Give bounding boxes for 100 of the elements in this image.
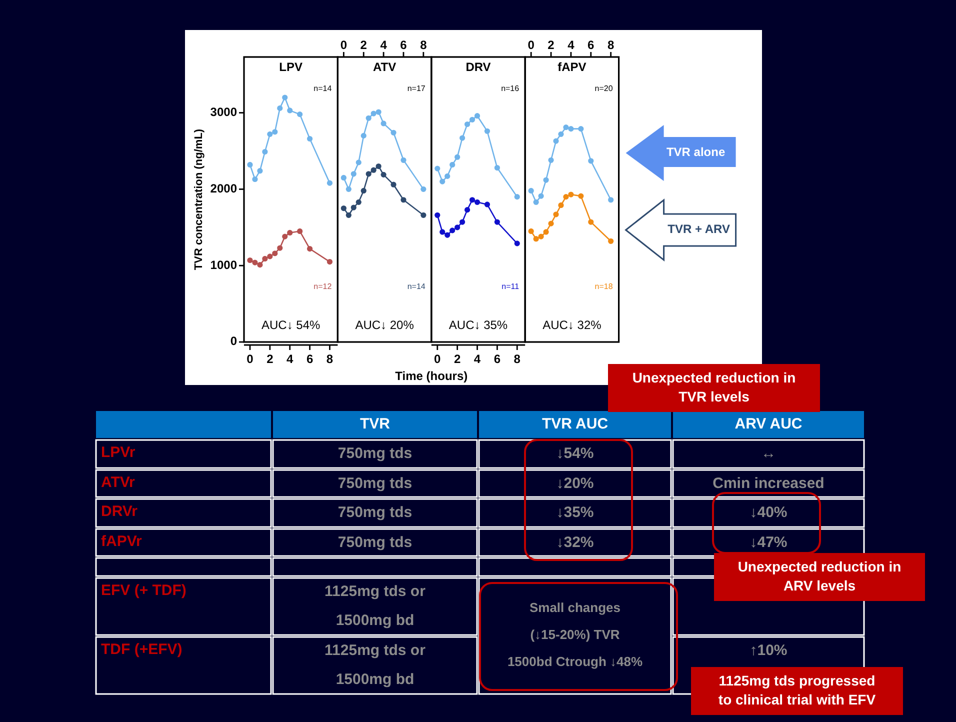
point — [533, 236, 539, 242]
text: ↔ — [761, 444, 776, 462]
point — [356, 160, 362, 166]
point — [440, 178, 446, 184]
point — [370, 167, 376, 173]
x2-tick-label: 0 — [340, 38, 348, 52]
x-tick-label: 8 — [326, 352, 334, 366]
x-axis-title: Time (hours) — [395, 369, 468, 383]
chart-title: ATV — [372, 60, 396, 74]
x-tick-label: 8 — [514, 352, 521, 366]
x2-tick-label: 6 — [588, 38, 595, 52]
x2-tick-label: 0 — [528, 38, 535, 52]
category-label: DRVr — [101, 502, 138, 520]
point — [514, 194, 520, 200]
text: ↓40% — [750, 504, 788, 521]
text: 1125mg tds or 1500mg bd — [324, 582, 426, 629]
point — [400, 197, 406, 203]
annotation: AUC↓ 32% — [542, 318, 602, 332]
chart-title: DRV — [466, 60, 491, 74]
point — [277, 245, 283, 251]
point — [469, 197, 476, 203]
point — [380, 120, 386, 126]
point — [553, 138, 559, 144]
point — [287, 230, 293, 236]
annotation: n=16 — [501, 84, 520, 93]
point — [568, 192, 574, 198]
y-tick-label: 0 — [230, 334, 238, 348]
point — [578, 126, 584, 132]
point — [538, 234, 544, 240]
x2-tick-label: 4 — [380, 38, 388, 52]
category-label: TDF (+EFV) — [101, 640, 182, 658]
point — [306, 246, 313, 252]
point — [326, 180, 333, 186]
text: ↓47% — [750, 534, 788, 551]
text: 1125mg tds or 1500mg bd — [324, 642, 426, 688]
point — [376, 109, 382, 115]
point — [247, 257, 253, 264]
point — [380, 172, 386, 178]
point — [494, 164, 500, 171]
x-tick-label: 6 — [306, 352, 314, 366]
point — [484, 202, 490, 208]
x-tick-label: 2 — [454, 352, 461, 366]
text: TVR + ARV — [668, 222, 730, 236]
point — [588, 158, 594, 164]
point — [346, 186, 352, 192]
point — [346, 212, 352, 218]
point — [460, 219, 466, 225]
point — [494, 219, 500, 225]
text: 1125mg tds progressed to clinical trial with EFV — [718, 672, 876, 708]
y-tick-label: 3000 — [210, 104, 238, 119]
x-tick-label: 4 — [474, 352, 481, 366]
y-tick-label: 2000 — [210, 181, 238, 196]
text: ↓20% — [556, 474, 594, 492]
point — [267, 254, 273, 260]
annotation: n=12 — [314, 282, 332, 291]
point — [484, 128, 490, 134]
annotation: n=11 — [502, 282, 520, 291]
point — [563, 194, 569, 200]
point — [608, 197, 614, 203]
point — [469, 116, 476, 122]
category-label: ATVr — [101, 474, 135, 491]
point — [434, 212, 440, 218]
point — [514, 240, 520, 246]
point — [558, 202, 564, 208]
point — [376, 163, 382, 170]
point — [533, 199, 539, 205]
x2-tick-label: 2 — [548, 38, 555, 52]
point — [528, 228, 534, 234]
text: ↓32% — [556, 534, 594, 551]
point — [474, 113, 480, 119]
point — [543, 229, 549, 235]
point — [528, 188, 534, 194]
point — [282, 94, 288, 100]
point — [257, 262, 263, 268]
category-label: EFV (+ TDF) — [101, 582, 186, 599]
point — [272, 129, 278, 135]
chart-title: LPV — [279, 60, 303, 74]
point — [420, 212, 426, 218]
category-label: ARV AUC — [734, 415, 802, 432]
text: 750mg tds — [338, 534, 412, 551]
text: 750mg tds — [338, 474, 412, 492]
point — [543, 177, 549, 183]
point — [262, 256, 268, 262]
point — [252, 260, 258, 266]
annotation: AUC↓ 35% — [448, 318, 508, 332]
text: Cmin increased — [712, 474, 824, 492]
point — [340, 205, 346, 212]
category-label: TVR — [360, 415, 390, 432]
annotation: AUC↓ 54% — [262, 318, 321, 332]
point — [350, 171, 356, 177]
point — [450, 228, 456, 234]
category-label: TVR AUC — [542, 415, 608, 432]
x-tick-label: 2 — [266, 352, 274, 366]
x-tick-label: 0 — [434, 352, 442, 366]
point — [262, 148, 268, 155]
point — [434, 166, 440, 172]
point — [390, 130, 396, 136]
point — [252, 176, 258, 182]
point — [420, 186, 426, 192]
point — [464, 207, 470, 213]
